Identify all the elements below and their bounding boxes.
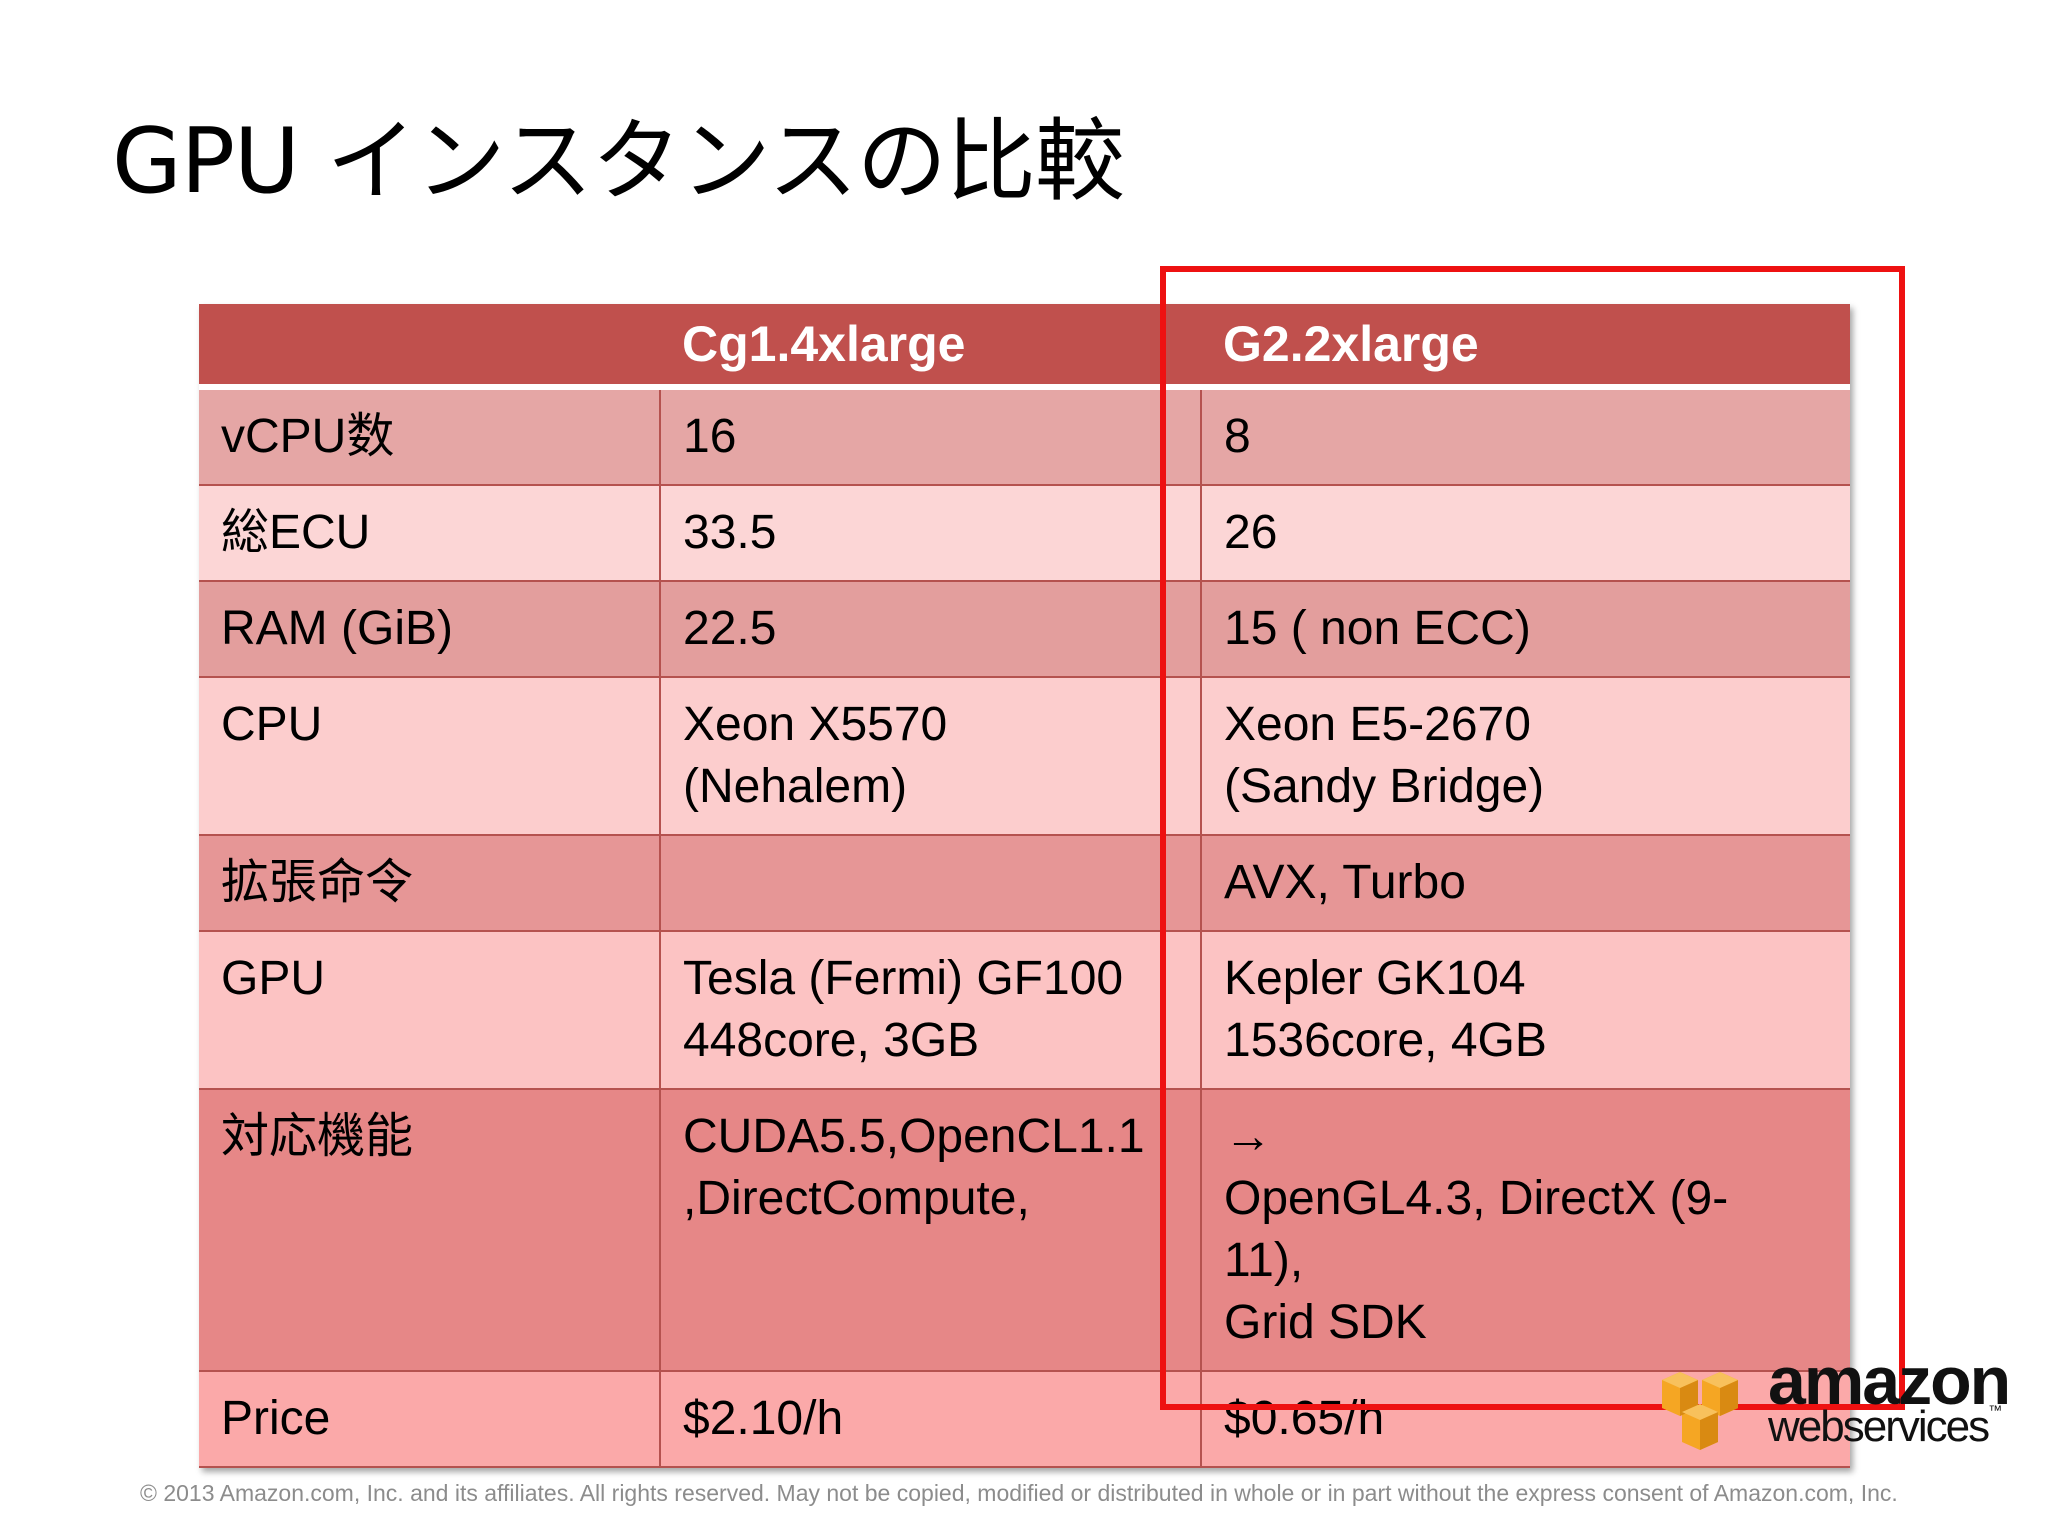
table-row: 総ECU 33.5 26 xyxy=(199,485,1850,582)
cell-cg1: Xeon X5570 (Nehalem) xyxy=(660,677,1202,836)
cell-line: Kepler GK104 xyxy=(1224,952,1526,1005)
table-row: Price $2.10/h $0.65/h xyxy=(199,1371,1850,1468)
table-row: GPU Tesla (Fermi) GF100 448core, 3GB Kepler… xyxy=(199,931,1850,1090)
table-header-row: Cg1.4xlarge G2.2xlarge xyxy=(199,304,1850,390)
cell-line: CUDA5.5,OpenCL1.1 xyxy=(683,1110,1145,1163)
row-label-text: 対応機能 xyxy=(221,1110,414,1163)
aws-boxes-icon xyxy=(1662,1372,1738,1450)
row-label-text: GPU xyxy=(221,952,326,1005)
cell-line: → xyxy=(1224,1110,1272,1163)
cell-cg1: $2.10/h xyxy=(660,1371,1202,1468)
cell-g2: 8 xyxy=(1201,387,1850,486)
cell-cg1: 16 xyxy=(660,387,1202,486)
row-label: 拡張命令 xyxy=(199,835,661,932)
cell-line: (Nehalem) xyxy=(683,760,908,813)
cell-g2: Xeon E5-2670 (Sandy Bridge) xyxy=(1201,677,1850,836)
slide-title: GPU インスタンスの比較 xyxy=(112,109,1125,214)
logo-word-webservices: webservices™ xyxy=(1768,1402,2002,1452)
cell-g2: 15 ( non ECC) xyxy=(1201,581,1850,678)
logo-trademark: ™ xyxy=(1988,1402,2002,1418)
cell-line: 15 ( non ECC) xyxy=(1224,602,1531,655)
cell-line: $0.65/h xyxy=(1224,1392,1385,1445)
row-label-text: 総ECU xyxy=(221,506,371,559)
table-row: 対応機能 CUDA5.5,OpenCL1.1 ,DirectCompute, → Ope… xyxy=(199,1089,1850,1372)
row-label-text: 拡張命令 xyxy=(221,856,414,909)
cell-line: Grid SDK xyxy=(1224,1296,1427,1349)
cell-line: AVX, Turbo xyxy=(1224,856,1466,909)
cell-cg1: CUDA5.5,OpenCL1.1 ,DirectCompute, xyxy=(660,1089,1202,1372)
cell-cg1: 22.5 xyxy=(660,581,1202,678)
cell-line: 33.5 xyxy=(683,506,777,559)
row-label: CPU xyxy=(199,677,661,836)
cell-cg1 xyxy=(660,835,1202,932)
cell-line xyxy=(683,852,1190,914)
cell-line: OpenGL4.3, DirectX (9- xyxy=(1224,1172,1729,1225)
cell-line: 8 xyxy=(1224,410,1251,463)
cell-line: 22.5 xyxy=(683,602,777,655)
row-label: 総ECU xyxy=(199,485,661,582)
table-row: CPU Xeon X5570 (Nehalem) Xeon E5-2670 (Sandy… xyxy=(199,677,1850,836)
cell-line: 26 xyxy=(1224,506,1278,559)
cell-g2: → OpenGL4.3, DirectX (9- 11), Grid SDK xyxy=(1201,1089,1850,1372)
cell-line: 1536core, 4GB xyxy=(1224,1014,1547,1067)
cell-g2: Kepler GK104 1536core, 4GB xyxy=(1201,931,1850,1090)
row-label-text: RAM (GiB) xyxy=(221,602,453,655)
cell-line: 11), xyxy=(1224,1234,1304,1287)
row-label-text: CPU xyxy=(221,698,323,751)
cell-line: 16 xyxy=(683,410,737,463)
row-label: Price xyxy=(199,1371,661,1468)
row-label: GPU xyxy=(199,931,661,1090)
row-label: RAM (GiB) xyxy=(199,581,661,678)
cell-g2: $0.65/h xyxy=(1201,1371,1850,1468)
cell-cg1: Tesla (Fermi) GF100 448core, 3GB xyxy=(660,931,1202,1090)
cell-line: Xeon X5570 xyxy=(683,698,948,751)
comparison-table: Cg1.4xlarge G2.2xlarge vCPU数 16 8 総ECU 33.5 2… xyxy=(199,304,1850,1468)
cell-line: Tesla (Fermi) GF100 xyxy=(683,952,1124,1005)
logo-word-amazon: amazon xyxy=(1768,1343,2011,1419)
table-row: RAM (GiB) 22.5 15 ( non ECC) xyxy=(199,581,1850,678)
logo-webservices-text: webservices xyxy=(1768,1402,1990,1451)
header-empty xyxy=(199,304,660,390)
aws-logo: amazon webservices™ xyxy=(1650,1343,2030,1455)
row-label: vCPU数 xyxy=(199,387,661,486)
cell-line: 448core, 3GB xyxy=(683,1014,980,1067)
header-cg1: Cg1.4xlarge xyxy=(660,304,1201,390)
copyright-footer: © 2013 Amazon.com, Inc. and its affiliat… xyxy=(140,1480,1898,1506)
row-label-text: vCPU数 xyxy=(221,410,395,463)
cell-line: Xeon E5-2670 xyxy=(1224,698,1531,751)
cell-line: (Sandy Bridge) xyxy=(1224,760,1545,813)
row-label-text: Price xyxy=(221,1392,331,1445)
cell-g2: 26 xyxy=(1201,485,1850,582)
cell-line: ,DirectCompute, xyxy=(683,1172,1030,1225)
highlight-box xyxy=(1160,266,1905,1410)
header-g2: G2.2xlarge xyxy=(1201,304,1850,390)
cell-g2: AVX, Turbo xyxy=(1201,835,1850,932)
cell-cg1: 33.5 xyxy=(660,485,1202,582)
cell-line: $2.10/h xyxy=(683,1392,844,1445)
table-row: 拡張命令 AVX, Turbo xyxy=(199,835,1850,932)
row-label: 対応機能 xyxy=(199,1089,661,1372)
table-row: vCPU数 16 8 xyxy=(199,387,1850,486)
